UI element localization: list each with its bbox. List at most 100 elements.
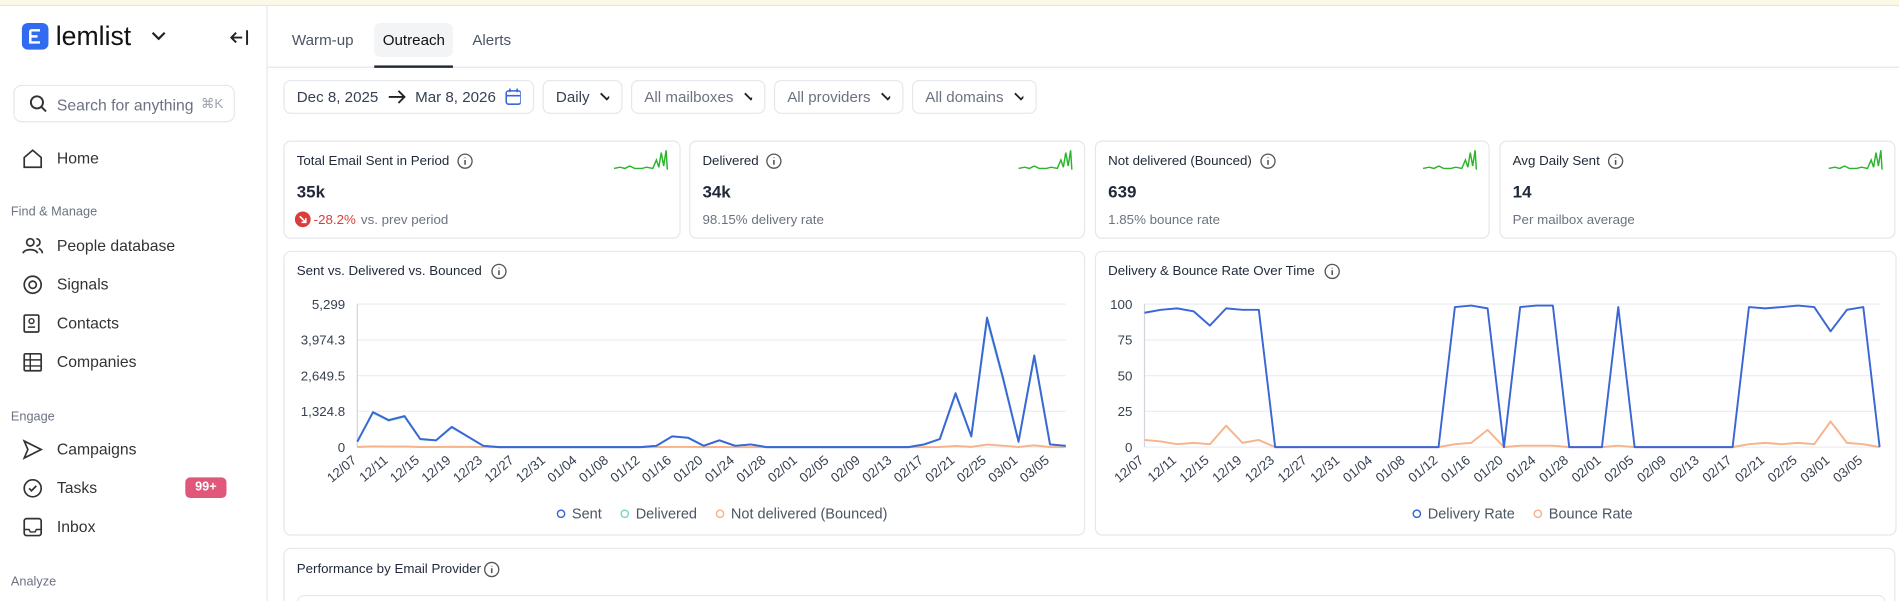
nav-item[interactable]: Home bbox=[56, 149, 99, 168]
legend-label[interactable]: Delivered bbox=[636, 507, 697, 523]
y-tick-label: 3,974.3 bbox=[301, 333, 345, 348]
x-tick-label: 02/09 bbox=[828, 452, 863, 485]
nav-section: Engage bbox=[10, 409, 55, 425]
nav-section: Analyze bbox=[10, 574, 57, 589]
domains-select[interactable]: All domains bbox=[911, 79, 1037, 114]
x-tick-label: 01/08 bbox=[1373, 452, 1408, 485]
sparkline bbox=[1828, 150, 1883, 170]
search-box[interactable] bbox=[13, 84, 235, 123]
chart: 0 25 50 75 100 12/0712/1112/1512/1912/2312/27… bbox=[1110, 297, 1881, 523]
series-line bbox=[356, 316, 1066, 449]
info-icon[interactable] bbox=[765, 153, 782, 170]
sparkline-path bbox=[1018, 150, 1073, 170]
info-icon[interactable] bbox=[483, 561, 500, 578]
legend-marker[interactable] bbox=[715, 509, 725, 519]
nav-item[interactable]: Campaigns bbox=[56, 439, 137, 459]
select-label: Daily bbox=[555, 88, 590, 106]
providers-select[interactable]: All providers bbox=[773, 79, 904, 114]
granularity-select[interactable]: Daily bbox=[542, 79, 623, 114]
brand[interactable]: lemlist bbox=[55, 20, 132, 51]
sparkline bbox=[613, 150, 669, 170]
sparkline-path bbox=[1828, 150, 1883, 170]
series-line bbox=[1144, 420, 1880, 449]
chart-card bbox=[283, 250, 1086, 536]
nav-item[interactable]: Companies bbox=[56, 352, 137, 371]
tab[interactable]: Warm-up bbox=[291, 31, 354, 49]
x-tick-label: 01/16 bbox=[639, 452, 674, 485]
home-icon bbox=[23, 149, 43, 169]
info-circle bbox=[766, 153, 782, 169]
x-tick-label: 01/28 bbox=[1536, 452, 1571, 485]
nav-item[interactable]: Signals bbox=[56, 275, 109, 294]
nav-item[interactable]: People database bbox=[56, 236, 176, 255]
x-tick-label: 12/07 bbox=[1111, 452, 1146, 485]
x-tick-label: 12/07 bbox=[324, 452, 359, 485]
x-tick-label: 02/21 bbox=[922, 452, 957, 485]
date-end: Mar 8, 2026 bbox=[415, 88, 496, 106]
info-icon[interactable] bbox=[457, 153, 474, 170]
tab[interactable]: Alerts bbox=[472, 31, 512, 49]
legend-marker[interactable] bbox=[1412, 509, 1422, 519]
brand-chevron[interactable] bbox=[150, 30, 167, 42]
trend-arrow bbox=[299, 215, 307, 224]
x-tick-label: 02/01 bbox=[765, 452, 800, 485]
legend-label[interactable]: Delivery Rate bbox=[1428, 507, 1515, 523]
kpi-value: 34k bbox=[702, 181, 731, 202]
x-tick-label: 02/25 bbox=[1765, 452, 1800, 485]
inbox-icon bbox=[23, 517, 43, 537]
legend-marker[interactable] bbox=[556, 509, 566, 519]
collapse-icon[interactable] bbox=[229, 29, 251, 46]
x-tick-label: 12/31 bbox=[1307, 452, 1342, 485]
x-tick-label: 12/23 bbox=[450, 452, 485, 485]
kpi-value: 639 bbox=[1108, 181, 1137, 202]
info-circle bbox=[1260, 153, 1276, 169]
x-tick-label: 12/11 bbox=[1145, 452, 1179, 484]
mailboxes-select[interactable]: All mailboxes bbox=[630, 79, 766, 114]
legend-label[interactable]: Bounce Rate bbox=[1549, 507, 1633, 523]
info-icon[interactable] bbox=[1260, 153, 1277, 170]
chevron bbox=[599, 92, 610, 101]
y-tick-label: 5,299 bbox=[312, 297, 345, 312]
x-tick-label: 12/23 bbox=[1242, 452, 1277, 485]
info-icon[interactable] bbox=[1607, 153, 1624, 170]
y-tick-label: 75 bbox=[1118, 333, 1133, 348]
legend-marker[interactable] bbox=[1533, 509, 1543, 519]
legend-label[interactable]: Not delivered (Bounced) bbox=[731, 507, 888, 523]
x-tick-label: 03/01 bbox=[1797, 452, 1832, 485]
x-tick-label: 12/27 bbox=[481, 452, 516, 485]
kpi-value: 35k bbox=[296, 181, 326, 202]
x-tick-label: 12/31 bbox=[513, 452, 548, 485]
y-tick-label: 0 bbox=[1125, 440, 1132, 455]
chart-card bbox=[1094, 250, 1897, 536]
calendar-icon bbox=[506, 88, 521, 105]
series-line bbox=[1144, 304, 1881, 449]
legend-marker[interactable] bbox=[620, 509, 630, 519]
x-tick-label: 03/05 bbox=[1830, 452, 1865, 485]
kpi-note: 98.15% delivery rate bbox=[702, 213, 824, 228]
x-tick-label: 01/08 bbox=[576, 452, 611, 485]
x-tick-label: 02/05 bbox=[1601, 452, 1636, 485]
date-range[interactable]: Dec 8, 2025 Mar 8, 2026 bbox=[283, 79, 535, 114]
legend-label[interactable]: Sent bbox=[572, 507, 602, 523]
x-tick-label: 01/20 bbox=[670, 452, 705, 485]
search-shortcut: ⌘K bbox=[201, 96, 224, 112]
tasks-badge: 99+ bbox=[185, 477, 227, 499]
nav-item[interactable]: Inbox bbox=[56, 517, 96, 536]
kpi-change: -28.2% bbox=[313, 213, 356, 228]
tab[interactable]: Outreach bbox=[382, 31, 445, 49]
kpi-value: 14 bbox=[1512, 181, 1532, 202]
x-tick-label: 01/12 bbox=[1405, 452, 1440, 485]
arrow-icon bbox=[389, 90, 406, 104]
info-icon[interactable] bbox=[1324, 263, 1341, 280]
nav-item[interactable]: Tasks bbox=[56, 478, 98, 497]
tab-active-bg bbox=[374, 23, 453, 57]
kpi-card bbox=[1094, 140, 1490, 239]
x-tick-label: 01/20 bbox=[1471, 452, 1506, 485]
x-tick-label: 01/12 bbox=[607, 452, 642, 485]
info-icon[interactable] bbox=[490, 263, 507, 280]
kpi-title: Not delivered (Bounced) bbox=[1108, 153, 1252, 169]
nav-item[interactable]: Contacts bbox=[56, 313, 120, 333]
x-tick-label: 01/24 bbox=[1503, 452, 1539, 485]
x-tick-label: 12/19 bbox=[419, 452, 454, 485]
